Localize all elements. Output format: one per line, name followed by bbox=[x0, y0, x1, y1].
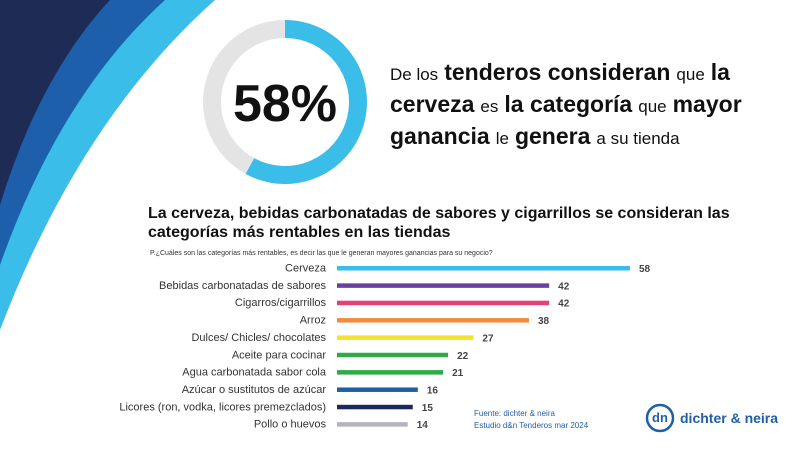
decor-band bbox=[0, 0, 110, 205]
headline: De los tenderos consideran que la cerveza es… bbox=[390, 58, 780, 154]
value-label: 16 bbox=[427, 385, 439, 396]
headline-segment: tenderos consideran bbox=[444, 59, 671, 85]
category-label: Aceite para cocinar bbox=[232, 349, 326, 361]
value-label: 15 bbox=[422, 403, 434, 414]
category-label: Cigarros/cigarrillos bbox=[235, 297, 327, 309]
headline-segment: De los bbox=[390, 65, 439, 84]
bar bbox=[337, 370, 444, 375]
bar bbox=[337, 335, 474, 340]
value-label: 27 bbox=[482, 333, 494, 344]
bar bbox=[337, 422, 408, 427]
chart-subtitle: P.¿Cuáles son las categorías más rentabl… bbox=[150, 250, 493, 257]
bar bbox=[337, 283, 550, 288]
donut-label: 58% bbox=[233, 75, 337, 133]
headline-segment: mayor ganancia bbox=[390, 91, 742, 149]
value-label: 42 bbox=[558, 281, 570, 292]
logo-text: dichter & neira bbox=[680, 410, 778, 426]
value-label: 21 bbox=[452, 368, 464, 379]
category-label: Cerveza bbox=[285, 263, 327, 275]
value-label: 14 bbox=[417, 420, 429, 431]
source: Estudio d&n Tenderos mar 2024 bbox=[474, 421, 589, 430]
headline-segment: es bbox=[480, 97, 499, 116]
bar bbox=[337, 318, 529, 323]
category-label: Bebidas carbonatadas de sabores bbox=[159, 280, 326, 292]
category-label: Pollo o huevos bbox=[254, 419, 327, 431]
category-label: Arroz bbox=[300, 315, 326, 327]
bar bbox=[337, 266, 630, 271]
bar bbox=[337, 387, 418, 392]
logo-mark: dn bbox=[652, 410, 668, 425]
headline-segment: la cerveza bbox=[390, 59, 730, 117]
logo-icon bbox=[645, 403, 675, 433]
bar bbox=[337, 352, 449, 358]
category-label: Licores (ron, vodka, licores premezclado… bbox=[119, 401, 326, 413]
value-label: 58 bbox=[639, 264, 651, 275]
headline-segment: la categoría bbox=[504, 91, 633, 117]
chart-title: La cerveza, bebidas carbonatadas de sabo… bbox=[148, 205, 730, 241]
source: Fuente: dichter & neira bbox=[474, 409, 555, 418]
headline-segment: que bbox=[676, 65, 705, 84]
value-label: 42 bbox=[558, 299, 570, 310]
category-label: Azúcar o sustitutos de azúcar bbox=[182, 384, 327, 396]
headline-segment: le bbox=[495, 129, 509, 148]
bar bbox=[337, 404, 413, 410]
category-label: Dulces/ Chicles/ chocolates bbox=[191, 332, 326, 344]
value-label: 22 bbox=[457, 351, 469, 362]
donut-segment bbox=[245, 20, 367, 184]
donut-segment bbox=[203, 20, 285, 174]
value-label: 38 bbox=[538, 316, 550, 327]
category-label: Agua carbonatada sabor cola bbox=[182, 367, 327, 379]
bar bbox=[337, 300, 550, 306]
headline-segment: que bbox=[638, 97, 667, 116]
headline-segment: genera bbox=[514, 123, 591, 149]
headline-segment: a su tienda bbox=[596, 129, 680, 148]
